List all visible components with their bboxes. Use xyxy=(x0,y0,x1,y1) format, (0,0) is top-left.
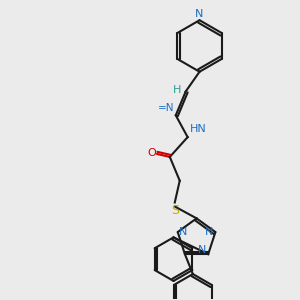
Text: HN: HN xyxy=(190,124,206,134)
Text: N: N xyxy=(205,227,213,237)
Text: N: N xyxy=(198,245,206,255)
Text: N: N xyxy=(195,9,204,19)
Text: N: N xyxy=(179,227,187,237)
Text: O: O xyxy=(147,148,156,158)
Text: H: H xyxy=(173,85,182,94)
Text: S: S xyxy=(171,205,179,218)
Text: =N: =N xyxy=(158,103,175,113)
